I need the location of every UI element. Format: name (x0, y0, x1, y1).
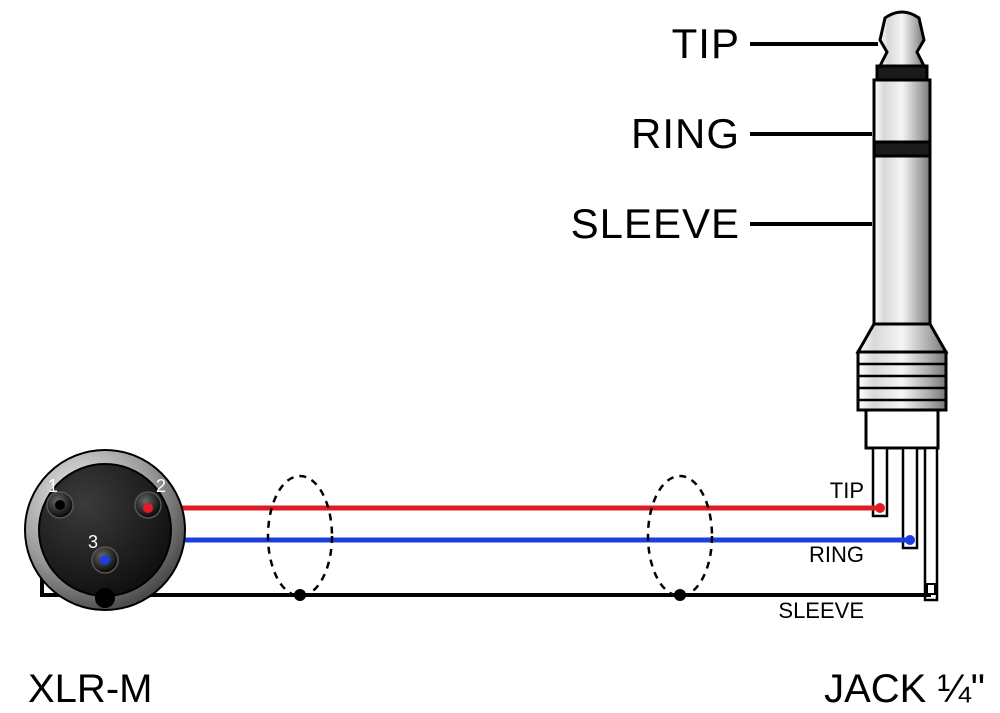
wire-cold-end (905, 535, 915, 545)
connector-label-xlr: XLR-M (28, 667, 152, 711)
trs-label-sleeve: SLEEVE (571, 200, 872, 247)
xlr-pin1-label: 1 (48, 476, 58, 496)
wire-hot-end (875, 503, 885, 513)
wire-cold (105, 540, 910, 560)
xlr-connector: 1 2 3 (25, 450, 185, 610)
svg-text:SLEEVE: SLEEVE (571, 200, 740, 247)
xlr-pin2-label: 2 (156, 476, 166, 496)
trs-jack (858, 12, 946, 600)
trs-label-ring: RING (631, 110, 872, 157)
svg-text:RING: RING (631, 110, 740, 157)
xlr-pin3-label: 3 (88, 532, 98, 552)
lug-label-ring: RING (809, 542, 864, 567)
lug-label-tip: TIP (830, 478, 864, 503)
svg-text:TIP: TIP (672, 20, 740, 67)
connector-label-jack: JACK ¼" (824, 667, 985, 711)
lug-label-sleeve: SLEEVE (778, 598, 864, 623)
trs-label-tip: TIP (672, 20, 878, 67)
wiring-diagram: TIP RING SLEEVE 1 (0, 0, 1000, 713)
